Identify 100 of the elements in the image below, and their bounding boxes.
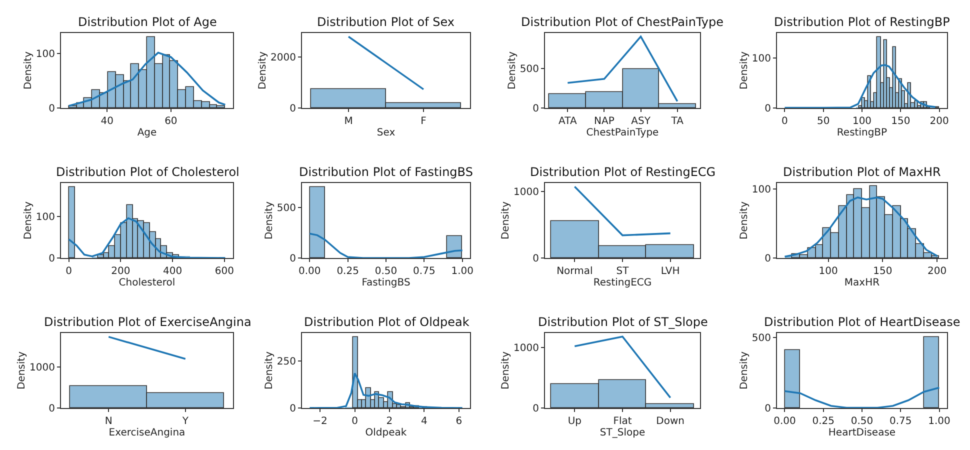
y-axis-title: Density [22,201,34,240]
y-tick-label: 1000 [514,186,539,198]
x-axis-title: RestingECG [593,278,652,288]
x-tick-label: 600 [214,266,234,277]
x-tick-label: ST [616,266,630,277]
x-tick-label: 0.50 [374,266,398,277]
chart-title: Distribution Plot of MaxHR [783,165,941,179]
y-axis-title: Density [22,51,34,90]
x-axis-title: Cholesterol [118,278,176,288]
x-tick-label: 0 [782,116,788,127]
x-tick-label: Y [181,416,190,427]
x-tick-label: 0.25 [812,416,834,427]
x-tick-label: Down [656,416,685,427]
x-tick-label: 4 [420,416,428,427]
y-tick-label: 0 [48,254,55,264]
x-tick-label: 100 [818,266,838,277]
x-tick-label: 1.00 [451,266,474,277]
chart-title: Distribution Plot of ChestPainType [521,15,724,29]
x-tick-label: 200 [928,266,947,277]
chart-title: Distribution Plot of ExerciseAngina [44,315,252,329]
y-tick-label: 100 [36,48,55,60]
x-axis-title: Age [137,128,157,138]
chart-title: Distribution Plot of RestingECG [530,165,716,179]
x-tick-label: 150 [873,266,892,277]
y-tick-label: 250 [276,356,296,368]
y-tick-label: 500 [752,333,771,344]
x-tick-label: Flat [613,416,632,427]
y-tick-label: 100 [752,54,771,64]
x-tick-label: TA [670,116,684,127]
x-tick-label: 0.75 [413,266,436,277]
y-axis-title: Density [738,351,750,390]
y-tick-label: 0 [532,404,539,414]
x-axis-title: RestingBP [836,128,888,138]
x-tick-label: M [344,116,353,127]
x-tick-label: 0 [66,266,72,277]
y-axis-title: Density [500,201,512,240]
x-axis-title: ST_Slope [600,428,646,438]
x-tick-label: Up [568,416,582,427]
x-tick-label: −2 [312,416,328,427]
y-tick-label: 100 [752,184,771,196]
y-tick-label: 0 [290,404,296,414]
x-axis-title: MaxHR [844,278,880,288]
x-tick-label: Normal [556,266,593,277]
x-tick-label: 40 [100,116,114,127]
y-axis-title: Density [506,51,518,90]
x-tick-label: 0.00 [774,416,796,427]
chart-title: Distribution Plot of RestingBP [774,15,950,29]
x-axis-title: ExerciseAngina [108,428,186,438]
y-tick-label: 500 [520,64,539,76]
x-tick-label: NAP [594,116,614,127]
y-tick-label: 0 [532,104,539,114]
y-tick-label: 0 [48,404,55,414]
x-tick-label: 0.25 [336,266,359,277]
y-axis-title: Density [258,51,269,90]
x-tick-label: 1.00 [928,416,950,427]
y-tick-label: 0 [764,404,771,414]
y-tick-label: 1000 [514,342,539,354]
chart-title: Distribution Plot of ST_Slope [538,315,708,329]
x-tick-label: 0 [352,416,358,427]
x-tick-label: 0.50 [850,416,874,427]
x-tick-label: ATA [558,116,577,127]
y-tick-label: 0 [48,104,55,114]
y-tick-label: 0 [764,104,771,114]
x-axis-title: Sex [376,128,396,138]
y-axis-title: Density [264,351,275,390]
x-tick-label: ASY [631,116,652,127]
y-tick-label: 0 [290,254,296,264]
y-tick-label: 0 [764,254,771,264]
y-tick-label: 500 [276,202,296,214]
y-axis-title: Density [16,351,28,390]
x-axis-title: HeartDisease [828,428,896,438]
x-tick-label: 2 [386,416,393,427]
chart-title: Distribution Plot of HeartDisease [764,315,960,329]
x-tick-label: F [420,116,427,127]
y-tick-label: 1000 [30,362,55,374]
y-tick-label: 2000 [270,52,296,64]
y-axis-title: Density [264,201,275,240]
chart-title: Distribution Plot of Oldpeak [304,315,470,329]
x-tick-label: 200 [930,116,949,127]
y-tick-label: 0 [532,254,539,264]
x-tick-label: 200 [111,266,130,277]
chart-title: Distribution Plot of Sex [317,15,455,29]
y-tick-label: 100 [36,212,55,224]
x-tick-label: 60 [164,116,178,127]
y-axis-title: Density [738,51,750,90]
x-tick-label: LVH [660,266,680,277]
x-tick-label: 100 [852,116,872,127]
x-axis-title: ChestPainType [586,128,659,138]
x-tick-label: N [104,416,112,427]
chart-title: Distribution Plot of Cholesterol [56,165,240,179]
chart-title: Distribution Plot of FastingBS [299,165,473,179]
x-tick-label: 50 [816,116,830,127]
x-axis-title: Oldpeak [365,428,407,438]
x-tick-label: 0.00 [298,266,321,277]
x-tick-label: 6 [456,416,462,427]
x-tick-label: 150 [891,116,910,127]
y-tick-label: 0 [290,104,296,114]
x-tick-label: 0.75 [890,416,912,427]
y-axis-title: Density [500,351,512,390]
chart-title: Distribution Plot of Age [78,15,217,29]
